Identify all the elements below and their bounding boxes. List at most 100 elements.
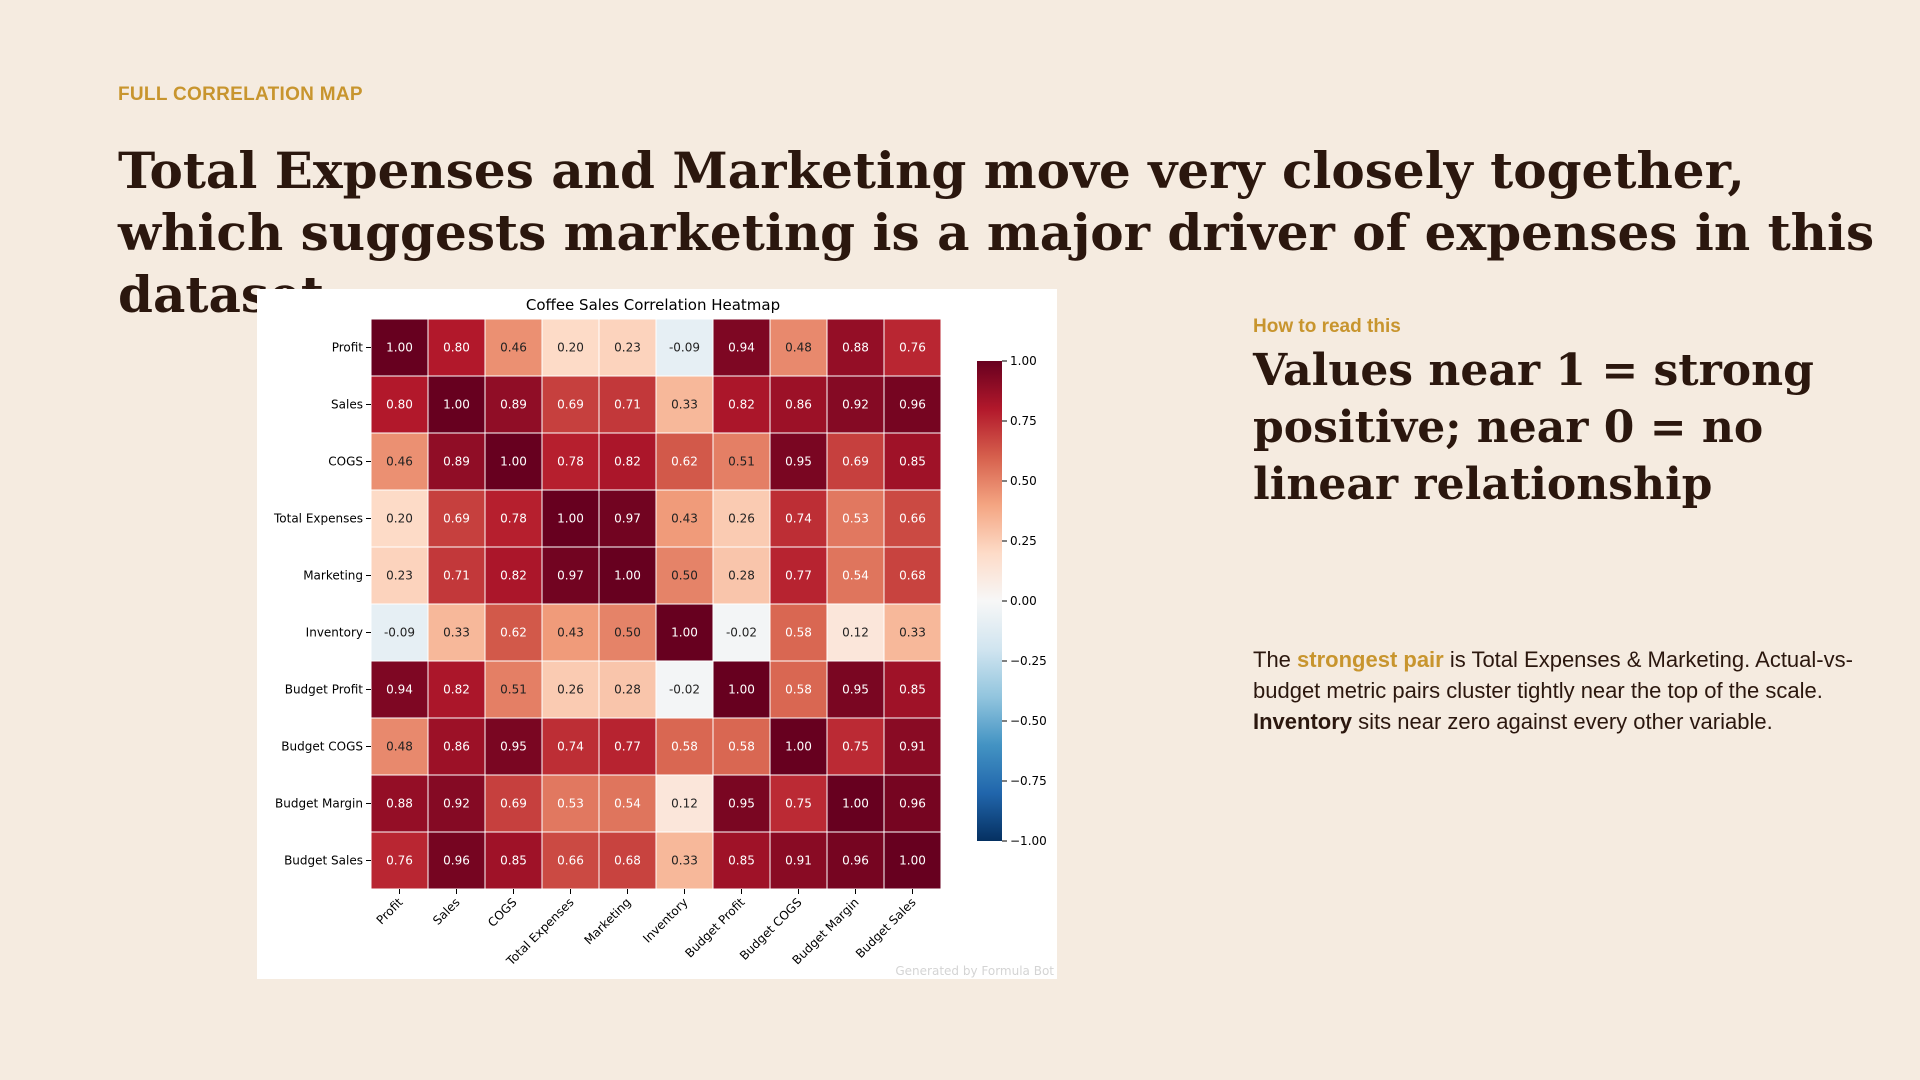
heatmap-cell: [427, 489, 486, 548]
y-tick-label: Sales: [331, 398, 363, 412]
heatmap-cell: [883, 603, 942, 662]
colorbar: [977, 361, 1002, 841]
cell-value-label: 0.28: [728, 569, 755, 583]
how-to-read-title: Values near 1 = strong positive; near 0 …: [1253, 345, 1814, 510]
cell-value-label: 0.78: [557, 455, 584, 469]
cell-value-label: 0.54: [614, 797, 641, 811]
heatmap-cell: [484, 660, 543, 719]
slide-headline: Total Expenses and Marketing move very c…: [118, 141, 1875, 324]
heatmap-cell: [712, 432, 771, 491]
heatmap-cells: 1.00 0.80 0.46 0.20 0.23 -0.09 0.94 0.48 0.88 0.7…: [370, 318, 942, 890]
heatmap-cell: [769, 831, 828, 890]
cell-value-label: 1.00: [785, 740, 812, 754]
cell-value-label: 0.74: [785, 512, 812, 526]
heatmap-cell: [427, 432, 486, 491]
cell-value-label: 0.46: [500, 341, 527, 355]
heatmap-cell: [655, 375, 714, 434]
cell-value-label: 0.69: [443, 512, 470, 526]
heatmap-cell: [541, 489, 600, 548]
cell-value-label: 0.76: [386, 854, 413, 868]
y-tick-label: Budget Profit: [285, 683, 364, 697]
colorbar-tick-label: 0.00: [1010, 594, 1037, 608]
cell-value-label: 0.69: [842, 455, 869, 469]
cell-value-label: 0.85: [899, 455, 926, 469]
cell-value-label: 0.23: [614, 341, 641, 355]
heatmap-cell: [541, 660, 600, 719]
cell-value-label: 0.88: [842, 341, 869, 355]
cell-value-label: 0.85: [728, 854, 755, 868]
cell-value-label: 0.12: [842, 626, 869, 640]
cell-value-label: -0.09: [384, 626, 415, 640]
cell-value-label: 0.86: [785, 398, 812, 412]
cell-value-label: 0.97: [557, 569, 584, 583]
heatmap-cell: [712, 660, 771, 719]
cell-value-label: 0.54: [842, 569, 869, 583]
cell-value-label: 0.58: [785, 683, 812, 697]
cell-value-label: 0.53: [557, 797, 584, 811]
y-tick-label: Budget COGS: [281, 740, 363, 754]
heatmap-cell: [655, 774, 714, 833]
cell-value-label: 0.12: [671, 797, 698, 811]
heatmap-cell: [826, 318, 885, 377]
cell-value-label: 0.71: [443, 569, 470, 583]
explain-text-3: sits near zero against every other varia…: [1352, 709, 1773, 734]
x-tick-label: Inventory: [640, 895, 690, 945]
cell-value-label: 0.95: [500, 740, 527, 754]
cell-value-label: -0.02: [726, 626, 757, 640]
chart-title: Coffee Sales Correlation Heatmap: [526, 296, 780, 314]
colorbar-tick-label: 0.50: [1010, 474, 1037, 488]
heatmap-cell: [826, 717, 885, 776]
heatmap-cell: [769, 603, 828, 662]
cell-value-label: 0.86: [443, 740, 470, 754]
cell-value-label: 0.96: [842, 854, 869, 868]
strongest-pair-highlight: strongest pair: [1297, 647, 1444, 672]
heatmap-card: Coffee Sales Correlation Heatmap 1.00 0.8…: [257, 289, 1057, 979]
cell-value-label: 0.26: [728, 512, 755, 526]
heatmap-cell: [484, 489, 543, 548]
cell-value-label: 0.82: [500, 569, 527, 583]
cell-value-label: 0.80: [386, 398, 413, 412]
y-tick-label: Inventory: [306, 626, 363, 640]
y-tick-label: COGS: [328, 455, 363, 469]
heatmap-cell: [655, 831, 714, 890]
colorbar-tick-label: −1.00: [1010, 834, 1047, 848]
cell-value-label: 0.62: [500, 626, 527, 640]
y-axis-labels: Profit Sales COGS Total Expenses Marketing In…: [273, 341, 371, 868]
heatmap-cell: [370, 375, 429, 434]
colorbar-tick-label: 1.00: [1010, 354, 1037, 368]
heatmap-cell: [484, 432, 543, 491]
cell-value-label: 1.00: [728, 683, 755, 697]
cell-value-label: 0.20: [386, 512, 413, 526]
y-tick-label: Marketing: [303, 569, 363, 583]
inventory-highlight: Inventory: [1253, 709, 1353, 734]
heatmap-cell: [541, 774, 600, 833]
heatmap-cell: [484, 375, 543, 434]
cell-value-label: 0.94: [728, 341, 755, 355]
heatmap-cell: [826, 660, 885, 719]
cell-value-label: 0.28: [614, 683, 641, 697]
heatmap-cell: [769, 774, 828, 833]
heatmap-cell: [883, 717, 942, 776]
cell-value-label: 0.66: [899, 512, 926, 526]
cell-value-label: 0.96: [899, 398, 926, 412]
heatmap-cell: [826, 831, 885, 890]
heatmap-cell: [541, 831, 600, 890]
heatmap-cell: [769, 717, 828, 776]
heatmap-cell: [598, 603, 657, 662]
heatmap-cell: [598, 432, 657, 491]
heatmap-cell: [883, 546, 942, 605]
heatmap-cell: [541, 432, 600, 491]
cell-value-label: 0.85: [899, 683, 926, 697]
cell-value-label: 1.00: [500, 455, 527, 469]
cell-value-label: 0.80: [443, 341, 470, 355]
heatmap-cell: [427, 831, 486, 890]
heatmap-cell: [712, 774, 771, 833]
heatmap-cell: [655, 603, 714, 662]
cell-value-label: 0.58: [728, 740, 755, 754]
heatmap-cell: [370, 831, 429, 890]
watermark: Generated by Formula Bot: [895, 964, 1054, 978]
y-tick-label: Total Expenses: [273, 512, 363, 526]
heatmap-cell: [712, 375, 771, 434]
cell-value-label: 0.96: [443, 854, 470, 868]
cell-value-label: 0.33: [443, 626, 470, 640]
